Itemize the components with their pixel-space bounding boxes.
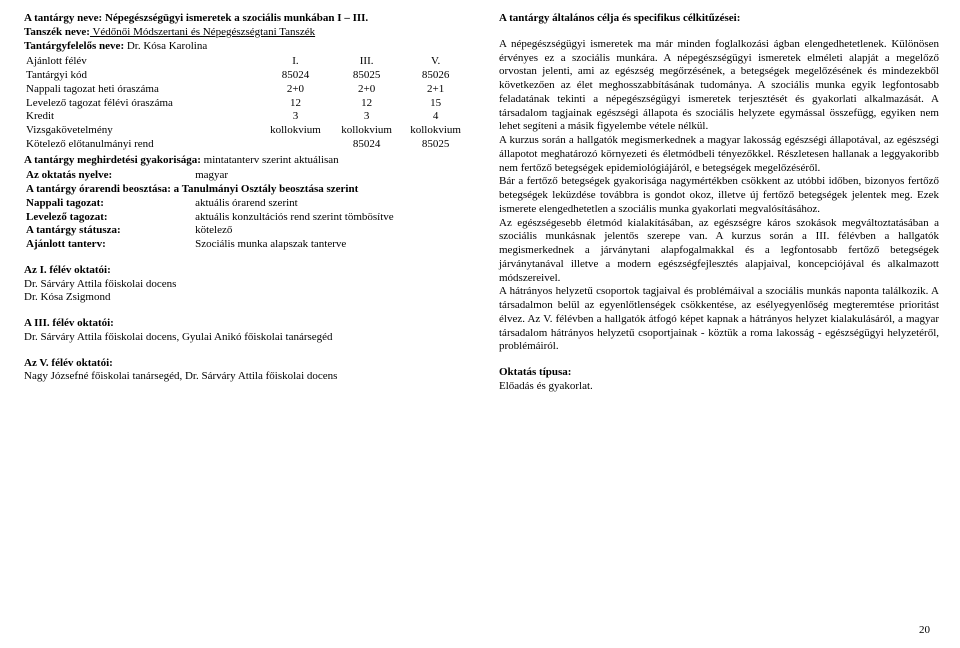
type-label: Oktatás típusa: [499,366,939,380]
table-row: Kötelező előtanulmányi rend 8502485025 [24,138,469,152]
details-table: Az oktatás nyelve:magyarA tantárgy órare… [24,169,469,252]
table-cell: Kredit [24,110,260,124]
resp-value: Dr. Kósa Karolina [124,40,207,52]
table-cell: 15 [402,97,469,111]
sem5-line: Nagy Józsefné főiskolai tanársegéd, Dr. … [24,370,469,384]
freq-value: mintatanterv szerint aktuálisan [201,154,339,166]
course-data-table: Ajánlott félévI.III.V.Tantárgyi kód85024… [24,55,469,151]
table-cell: Szociális munka alapszak tanterve [193,238,469,252]
table-row: Nappali tagozat:aktuális órarend szerint [24,197,469,211]
goals-p5: A hátrányos helyzetű csoportok tagjaival… [499,285,939,354]
table-cell: Ajánlott félév [24,55,260,69]
goals-p2: A kurzus során a hallgatók megismerkedne… [499,134,939,175]
table-cell: 2+1 [402,83,469,97]
table-cell: 12 [260,97,331,111]
table-row: Kredit334 [24,110,469,124]
table-cell: kötelező [193,224,469,238]
table-cell: kollokvium [260,124,331,138]
table-row: Levelező tagozat félévi óraszáma121215 [24,97,469,111]
table-cell: Levelező tagozat: [24,211,193,225]
table-cell: 85024 [331,138,402,152]
table-cell: Kötelező előtanulmányi rend [24,138,260,152]
table-cell: 4 [402,110,469,124]
course-name-line: A tantárgy neve: Népegészségügyi ismeret… [24,12,469,26]
table-cell: aktuális konzultációs rend szerint tömbö… [193,211,469,225]
table-row: Ajánlott tanterv:Szociális munka alapsza… [24,238,469,252]
course-name: Népegészségügyi ismeretek a szociális mu… [102,12,368,24]
goals-p4: Az egészségesebb életmód kialakításában,… [499,217,939,286]
table-row: A tantárgy órarendi beosztása: a Tanulmá… [24,183,469,197]
page-number: 20 [919,624,930,638]
goals-p1: A népegészségügyi ismeretek ma már minde… [499,38,939,134]
table-row: Ajánlott félévI.III.V. [24,55,469,69]
table-cell: kollokvium [331,124,402,138]
dept-label: Tanszék neve: [24,26,90,38]
table-cell: A tantárgy státusza: [24,224,193,238]
type-block: Oktatás típusa: Előadás és gyakorlat. [499,366,939,394]
table-cell: 85026 [402,69,469,83]
table-row: Vizsgakövetelménykollokviumkollokviumkol… [24,124,469,138]
right-column: A tantárgy általános célja és specifikus… [499,12,939,636]
table-cell: magyar [193,169,469,183]
sem1-line1: Dr. Sárváry Attila főiskolai docens [24,278,469,292]
table-cell: 3 [260,110,331,124]
table-row: A tantárgy státusza:kötelező [24,224,469,238]
left-column: A tantárgy neve: Népegészségügyi ismeret… [24,12,469,636]
sem3-block: A III. félév oktatói: Dr. Sárváry Attila… [24,317,469,345]
resp-label: Tantárgyfelelős neve: [24,40,124,52]
table-cell: Tantárgyi kód [24,69,260,83]
dept-value: Védőnői Módszertani és Népegészségtani T… [90,26,315,38]
table-cell: 12 [331,97,402,111]
freq-line: A tantárgy meghirdetési gyakorisága: min… [24,154,469,168]
sem3-line: Dr. Sárváry Attila főiskolai docens, Gyu… [24,331,469,345]
goals-heading: A tantárgy általános célja és specifikus… [499,12,939,26]
table-cell: 3 [331,110,402,124]
table-cell: 85025 [402,138,469,152]
table-cell: Az oktatás nyelve: [24,169,193,183]
table-cell: III. [331,55,402,69]
table-cell: Vizsgakövetelmény [24,124,260,138]
table-row: Tantárgyi kód850248502585026 [24,69,469,83]
table-cell: V. [402,55,469,69]
spacer [499,26,939,38]
course-name-label: A tantárgy neve: [24,12,102,24]
table-cell: 2+0 [260,83,331,97]
goals-p3: Bár a fertőző betegségek gyakorisága nag… [499,175,939,216]
sem1-block: Az I. félév oktatói: Dr. Sárváry Attila … [24,264,469,305]
sem1-line2: Dr. Kósa Zsigmond [24,291,469,305]
table-row: Az oktatás nyelve:magyar [24,169,469,183]
table-cell [260,138,331,152]
table-cell: 2+0 [331,83,402,97]
dept-line: Tanszék neve: Védőnői Módszertani és Nép… [24,26,469,40]
table-cell: Levelező tagozat félévi óraszáma [24,97,260,111]
table-cell: I. [260,55,331,69]
table-row: Nappali tagozat heti óraszáma2+02+02+1 [24,83,469,97]
table-cell: 85024 [260,69,331,83]
sem3-title: A III. félév oktatói: [24,317,469,331]
freq-label: A tantárgy meghirdetési gyakorisága: [24,154,201,166]
table-cell: kollokvium [402,124,469,138]
table-cell: Nappali tagozat heti óraszáma [24,83,260,97]
table-cell: Ajánlott tanterv: [24,238,193,252]
type-value: Előadás és gyakorlat. [499,380,939,394]
table-row: Levelező tagozat:aktuális konzultációs r… [24,211,469,225]
sem5-title: Az V. félév oktatói: [24,357,469,371]
table-cell: aktuális órarend szerint [193,197,469,211]
table-cell: Nappali tagozat: [24,197,193,211]
sem5-block: Az V. félév oktatói: Nagy Józsefné főisk… [24,357,469,385]
resp-line: Tantárgyfelelős neve: Dr. Kósa Karolina [24,40,469,54]
sem1-title: Az I. félév oktatói: [24,264,469,278]
table-cell: A tantárgy órarendi beosztása: a Tanulmá… [24,183,469,197]
table-cell: 85025 [331,69,402,83]
